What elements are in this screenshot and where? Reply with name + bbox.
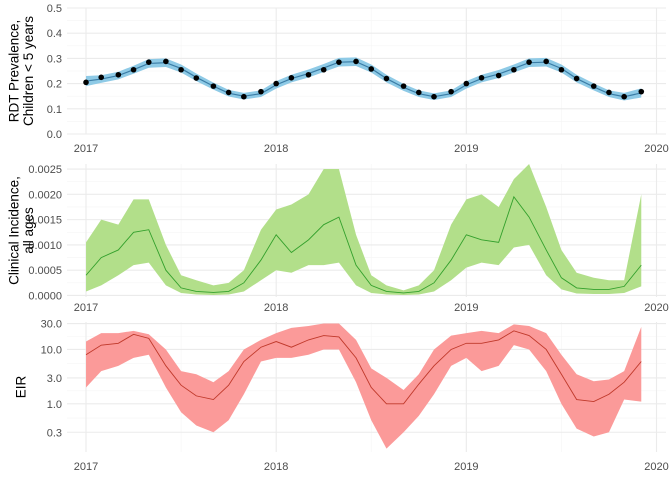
data-point — [83, 79, 89, 86]
data-point — [115, 71, 122, 78]
x-tick-label: 2018 — [264, 302, 288, 314]
data-point — [163, 58, 169, 65]
y-tick-label: 1.0 — [47, 399, 62, 411]
y-axis-title: Clinical Incidence, — [6, 176, 21, 285]
x-tick-label: 2017 — [74, 143, 98, 155]
x-tick-label: 2019 — [454, 302, 478, 314]
data-point — [463, 80, 470, 87]
data-point — [590, 83, 597, 89]
x-tick-label: 2018 — [264, 461, 288, 473]
prevalence-panel: 2017 2018 2019 2020 0.0 0.1 0.2 0.3 0.4 0.5 RDT Pr… — [6, 3, 668, 155]
data-point — [526, 59, 532, 65]
series-line — [85, 195, 642, 294]
data-point — [415, 89, 422, 96]
y-axis-title: RDT Prevalence, — [6, 20, 21, 123]
data-point — [431, 93, 437, 100]
y-tick-label: 0.5 — [47, 3, 62, 15]
y-tick-label: 0.3 — [47, 427, 62, 439]
x-tick-label: 2019 — [454, 461, 478, 473]
y-tick-label: 10.0 — [41, 344, 62, 356]
uncertainty-band — [86, 323, 642, 449]
data-point — [178, 66, 184, 73]
data-point — [383, 75, 390, 82]
uncertainty-band — [86, 164, 642, 295]
data-point — [558, 66, 565, 73]
data-point — [511, 66, 517, 73]
data-point — [145, 59, 152, 65]
data-point — [621, 93, 627, 100]
y-tick-label: 0.0020 — [28, 189, 62, 201]
y-tick-label: 0.2 — [47, 79, 62, 91]
data-point — [273, 80, 279, 87]
y-axis-title: Children < 5 years — [21, 16, 36, 126]
y-tick-label: 0.0010 — [28, 240, 62, 252]
x-tick-label: 2020 — [644, 302, 668, 314]
data-point — [478, 75, 485, 81]
x-tick-label: 2019 — [454, 143, 478, 155]
x-tick-label: 2020 — [644, 461, 668, 473]
clinical-incidence-panel: 2017 2018 2019 2020 0.0000 0.0005 0.0010 0.0015… — [6, 164, 669, 314]
data-point — [258, 88, 264, 95]
y-axis-title: EIR — [14, 376, 29, 399]
y-axis-title: all ages — [21, 207, 36, 254]
data-point — [495, 72, 502, 79]
data-point — [353, 58, 359, 65]
y-tick-label: 0.0015 — [28, 215, 62, 227]
uncertainty-band — [86, 57, 642, 101]
data-point — [573, 75, 580, 82]
y-tick-label: 0.0025 — [28, 164, 62, 176]
x-tick-label: 2017 — [74, 302, 98, 314]
data-point — [305, 71, 312, 78]
data-point — [606, 89, 612, 96]
y-tick-label: 0.3 — [47, 53, 62, 65]
data-point — [543, 58, 549, 65]
data-point — [320, 66, 327, 73]
data-point — [193, 75, 200, 81]
y-tick-label: 0.0005 — [28, 265, 62, 277]
data-point — [210, 83, 217, 89]
data-point — [98, 74, 105, 81]
data-point — [225, 89, 232, 96]
x-tick-label: 2017 — [74, 461, 98, 473]
y-tick-label: 3.0 — [47, 373, 62, 385]
data-point — [130, 66, 137, 73]
x-tick-label: 2020 — [644, 143, 668, 155]
data-point — [241, 93, 247, 100]
data-point — [368, 66, 375, 72]
data-point — [400, 83, 407, 89]
eir-panel: 2017 2018 2019 2020 0.3 1.0 3.0 10.0 30.0 EIR — [14, 319, 669, 473]
y-tick-label: 30.0 — [41, 319, 62, 331]
series-line — [85, 61, 642, 98]
series-line — [85, 330, 642, 405]
data-point — [448, 88, 454, 95]
data-point — [336, 59, 342, 65]
x-tick-label: 2018 — [264, 143, 288, 155]
y-tick-label: 0.4 — [47, 28, 62, 40]
y-tick-label: 0.0000 — [28, 290, 62, 302]
y-tick-label: 0.1 — [47, 104, 62, 116]
data-point — [288, 75, 295, 81]
data-point — [638, 88, 645, 95]
y-tick-label: 0.0 — [47, 129, 62, 141]
